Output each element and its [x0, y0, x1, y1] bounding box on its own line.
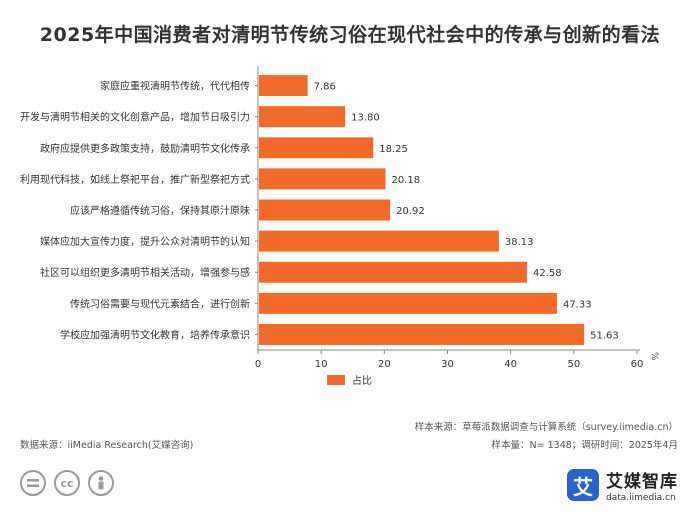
- x-tick-label: 40: [504, 359, 517, 370]
- category-label: 开发与清明节相关的文化创意产品，增加节日吸引力: [20, 111, 250, 124]
- sample-size: 样本量：N= 1348；调研时间：2025年4月: [491, 440, 678, 451]
- x-tick-label: 50: [567, 359, 580, 370]
- brand-name: 艾媒智库: [606, 472, 678, 492]
- category-label: 家庭应重视清明节传统，代代相传: [100, 80, 250, 93]
- sample-source: 样本来源：草莓派数据调查与计算系统（survey.iimedia.cn）: [414, 422, 678, 433]
- x-tick-label: 60: [631, 359, 644, 370]
- x-tick-label: 0: [255, 359, 261, 370]
- bar: [259, 261, 527, 283]
- category-label: 学校应加强清明节文化教育，培养传承意识: [60, 328, 250, 341]
- data-source: 数据来源：iiMedia Research(艾媒咨询): [20, 440, 194, 451]
- bar: [259, 137, 374, 159]
- x-tick-label: 20: [378, 359, 391, 370]
- license-icons: cc: [20, 470, 114, 496]
- bar: [259, 199, 391, 221]
- data-label: 47.33: [563, 299, 592, 310]
- brand-url: data.iimedia.cn: [606, 493, 676, 503]
- data-label: 51.63: [590, 330, 619, 341]
- data-label: 20.92: [396, 206, 425, 217]
- bar: [259, 230, 499, 252]
- data-label: 7.86: [314, 82, 336, 93]
- category-label: 媒体应加大宣传力度，提升公众对清明节的认知: [40, 235, 250, 248]
- brand: 艾 艾媒智库 data.iimedia.cn: [567, 467, 678, 503]
- bar: [259, 75, 308, 97]
- category-label: 应该严格遵循传统习俗，保持其原汁原味: [70, 204, 250, 217]
- chart-title: 2025年中国消费者对清明节传统习俗在现代社会中的传承与创新的看法: [39, 24, 661, 46]
- x-tick-label: 10: [315, 359, 328, 370]
- brand-logo-icon: 艾: [567, 469, 599, 501]
- bar: [259, 106, 346, 128]
- bar: [259, 323, 585, 345]
- category-label: 利用现代科技，如线上祭祀平台，推广新型祭祀方式: [20, 173, 250, 186]
- data-label: 42.58: [533, 268, 562, 279]
- x-tick-label: 30: [441, 359, 454, 370]
- category-label: 政府应提供更多政策支持，鼓励清明节文化传承: [40, 142, 250, 155]
- data-label: 13.80: [351, 113, 380, 124]
- data-label: 20.18: [391, 175, 420, 186]
- category-label: 社区可以组织更多清明节相关活动，增强参与感: [40, 266, 250, 279]
- cc-equal-icon: [20, 470, 46, 496]
- bar: [259, 292, 557, 314]
- legend-swatch: [327, 375, 345, 385]
- data-label: 38.13: [505, 237, 534, 248]
- legend-label: 占比: [352, 374, 372, 387]
- data-label: 18.25: [379, 144, 408, 155]
- unit-label: %: [649, 352, 659, 361]
- cc-attribution-icon: [88, 470, 114, 496]
- cc-icon: cc: [54, 470, 80, 496]
- bar: [259, 168, 386, 190]
- category-label: 传统习俗需要与现代元素结合，进行创新: [70, 297, 250, 310]
